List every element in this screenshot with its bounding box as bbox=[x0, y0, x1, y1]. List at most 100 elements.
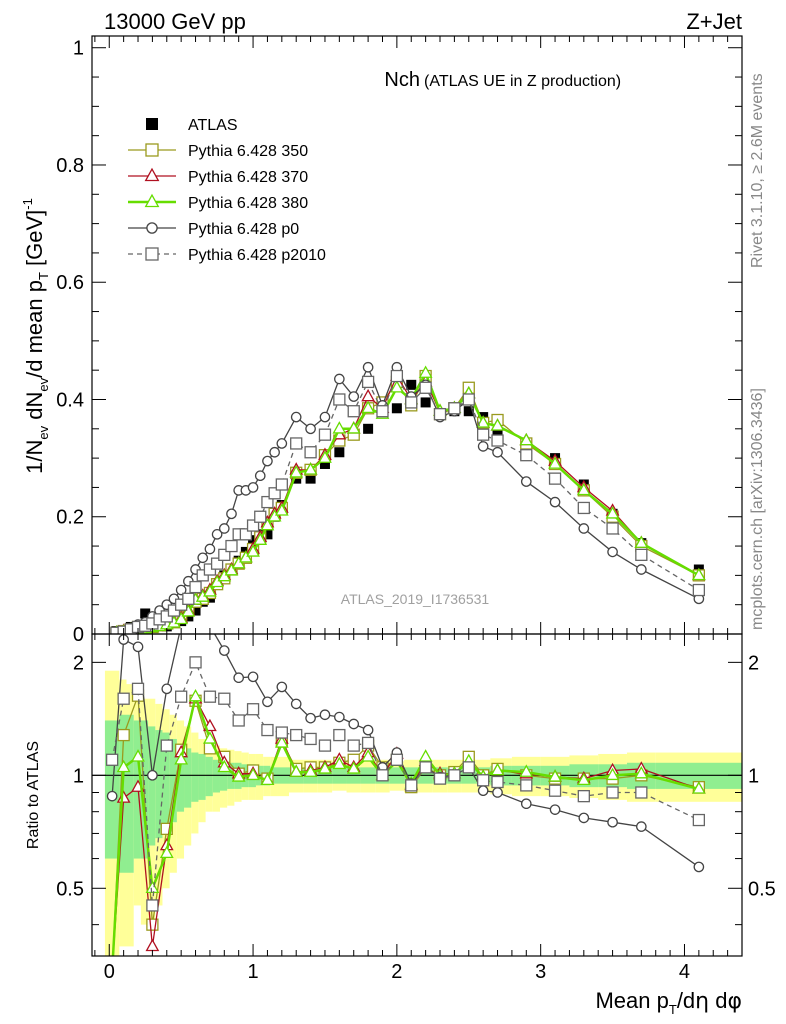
data-point bbox=[448, 769, 461, 782]
data-point bbox=[262, 696, 273, 708]
data-point bbox=[520, 779, 533, 792]
data-point bbox=[347, 739, 360, 752]
data-point bbox=[361, 749, 375, 762]
data-point bbox=[636, 821, 647, 832]
data-point bbox=[106, 790, 118, 802]
series-pythia-6-428-p2010 bbox=[105, 656, 706, 912]
data-point bbox=[605, 767, 620, 781]
data-point bbox=[477, 428, 490, 441]
data-point bbox=[117, 692, 130, 705]
data-point bbox=[419, 761, 432, 774]
data-point bbox=[146, 918, 159, 931]
legend-marker bbox=[144, 193, 160, 208]
legend-label: Pythia 6.428 380 bbox=[188, 195, 308, 212]
data-point bbox=[462, 761, 475, 774]
data-point bbox=[232, 714, 245, 727]
inner-uncertainty-band bbox=[169, 738, 177, 823]
data-point bbox=[692, 583, 706, 597]
mcplots-label: mcplots.cern.ch [arXiv:1306.3436] bbox=[749, 388, 766, 630]
data-point bbox=[131, 749, 145, 762]
data-point bbox=[159, 845, 174, 858]
data-point bbox=[448, 402, 461, 415]
data-point bbox=[477, 774, 490, 787]
main-plot-area: 0 0.2 0.4 0.6 0.8 1 bbox=[56, 35, 743, 646]
header-right: Z+Jet bbox=[686, 9, 742, 34]
data-point bbox=[406, 379, 417, 390]
data-point bbox=[362, 361, 374, 373]
data-point bbox=[289, 465, 304, 478]
legend-marker bbox=[145, 247, 159, 261]
data-point bbox=[549, 496, 561, 508]
data-point bbox=[305, 423, 316, 435]
data-point bbox=[520, 798, 532, 810]
data-point bbox=[132, 641, 144, 653]
data-point bbox=[131, 682, 145, 695]
ratio-y-axis-label: Ratio to ATLAS bbox=[25, 741, 42, 849]
data-point bbox=[490, 762, 505, 776]
legend-label: Pythia 6.428 370 bbox=[188, 169, 308, 186]
inner-uncertainty-band bbox=[212, 759, 220, 793]
inner-uncertainty-band bbox=[148, 726, 156, 846]
x-tick-label: 3 bbox=[535, 961, 546, 983]
data-point bbox=[520, 476, 532, 487]
data-point bbox=[231, 769, 246, 782]
data-point bbox=[204, 543, 216, 555]
header-left: 13000 GeV pp bbox=[104, 9, 246, 34]
y-tick-label: 2 bbox=[73, 652, 84, 674]
data-point bbox=[275, 478, 288, 491]
data-point bbox=[203, 584, 217, 597]
data-point bbox=[197, 552, 209, 564]
plot-subtitle: (ATLAS UE in Z production) bbox=[424, 73, 621, 90]
data-point bbox=[390, 753, 404, 766]
data-point bbox=[319, 709, 331, 721]
data-point bbox=[211, 529, 223, 540]
data-point bbox=[491, 434, 504, 447]
data-point bbox=[333, 728, 346, 742]
data-point bbox=[520, 449, 533, 462]
data-point bbox=[361, 375, 375, 389]
data-point bbox=[634, 766, 649, 779]
data-point bbox=[361, 736, 375, 750]
data-point bbox=[175, 584, 187, 596]
data-point bbox=[174, 752, 189, 765]
ratio-y-axis-ticks: 0.5 0.5 1 1 2 2 bbox=[56, 652, 776, 926]
data-point bbox=[262, 529, 273, 540]
data-point bbox=[405, 396, 418, 409]
data-point bbox=[346, 421, 361, 434]
data-point bbox=[548, 769, 562, 782]
series-pythia-6-428-p2010 bbox=[110, 369, 706, 634]
data-point bbox=[332, 756, 347, 770]
data-point bbox=[376, 769, 389, 782]
x-tick-label: 1 bbox=[247, 961, 258, 983]
data-point bbox=[274, 503, 289, 516]
data-point bbox=[334, 711, 345, 723]
rivet-label: Rivet 3.1.10, ≥ 2.6M events bbox=[749, 73, 766, 268]
data-point bbox=[105, 753, 119, 766]
y-tick-label-right: 1 bbox=[748, 765, 759, 787]
legend-entry: Pythia 6.428 380 bbox=[128, 193, 308, 212]
data-point bbox=[262, 455, 273, 467]
data-point bbox=[303, 764, 318, 777]
data-point bbox=[477, 441, 489, 452]
data-point bbox=[333, 393, 346, 406]
data-point bbox=[276, 438, 288, 449]
y-tick-label: 0.4 bbox=[56, 389, 84, 411]
analysis-watermark: ATLAS_2019_I1736531 bbox=[341, 591, 490, 607]
data-point bbox=[463, 406, 474, 417]
data-point bbox=[117, 728, 130, 742]
legend-entry: Pythia 6.428 370 bbox=[128, 167, 308, 186]
data-point bbox=[289, 764, 304, 777]
data-point bbox=[418, 365, 433, 378]
data-point bbox=[607, 546, 618, 558]
data-point bbox=[576, 772, 591, 786]
inner-uncertainty-band bbox=[162, 732, 170, 834]
data-point bbox=[203, 690, 217, 703]
data-point bbox=[606, 786, 619, 799]
data-point bbox=[492, 446, 503, 458]
data-point bbox=[433, 772, 447, 785]
x-axis-label: Mean pT/dη dφ bbox=[595, 988, 742, 1017]
data-point bbox=[226, 508, 237, 520]
data-point bbox=[578, 812, 590, 824]
data-point bbox=[346, 761, 361, 774]
data-point bbox=[361, 388, 375, 402]
